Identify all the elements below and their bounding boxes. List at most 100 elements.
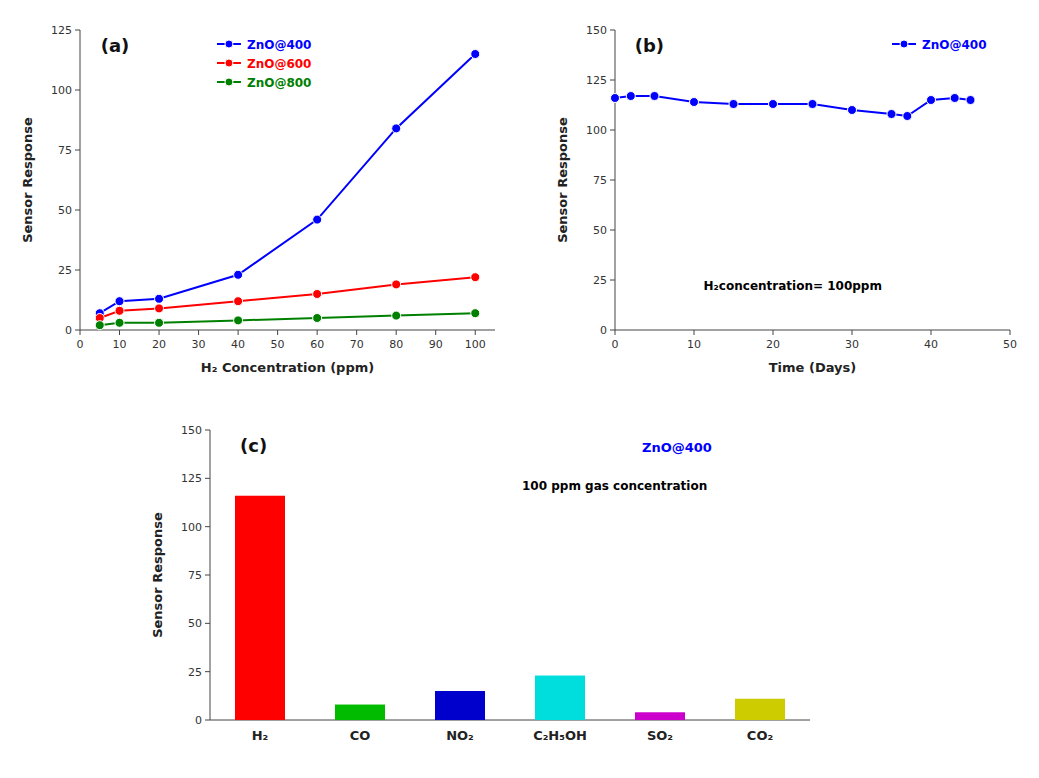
- annotation: 100 ppm gas concentration: [522, 479, 707, 493]
- y-tick: [205, 671, 210, 672]
- bar: [235, 496, 285, 720]
- y-tick-label: 25: [593, 274, 607, 287]
- x-tick-label: 90: [429, 338, 443, 351]
- x-tick-label: 30: [192, 338, 206, 351]
- y-tick-label: 50: [188, 617, 202, 630]
- series-point: [155, 294, 164, 303]
- y-tick: [610, 130, 615, 131]
- legend-entry: ZnO@400: [922, 38, 987, 52]
- panel-0: 0255075100125Sensor Response010203040506…: [20, 24, 495, 375]
- x-axis-line: [210, 720, 810, 721]
- x-tick-label: 0: [612, 338, 619, 351]
- y-tick: [610, 80, 615, 81]
- legend-marker: [225, 40, 233, 48]
- y-tick-label: 50: [58, 204, 72, 217]
- x-tick-label: 40: [231, 338, 245, 351]
- series-point: [903, 112, 912, 121]
- y-tick-label: 0: [195, 714, 202, 727]
- panel-title: (c): [240, 435, 267, 456]
- series-point: [392, 311, 401, 320]
- y-tick: [205, 575, 210, 576]
- y-tick-label: 125: [586, 74, 607, 87]
- series-point: [769, 100, 778, 109]
- y-tick: [75, 30, 80, 31]
- y-tick: [610, 330, 615, 331]
- x-tick-label: 40: [924, 338, 938, 351]
- series-point: [729, 100, 738, 109]
- x-tick-label: 20: [152, 338, 166, 351]
- y-tick-label: 25: [188, 666, 202, 679]
- y-tick: [610, 180, 615, 181]
- series-line: [615, 96, 971, 116]
- y-axis-label: Sensor Response: [555, 117, 570, 243]
- series-point: [234, 316, 243, 325]
- x-axis-line: [615, 330, 1010, 331]
- series-point: [471, 50, 480, 59]
- series-point: [611, 94, 620, 103]
- series-point: [471, 309, 480, 318]
- y-tick: [205, 623, 210, 624]
- series-point: [95, 321, 104, 330]
- legend-entry: ZnO@400: [247, 38, 312, 52]
- y-tick: [75, 90, 80, 91]
- series-point: [234, 270, 243, 279]
- x-tick: [931, 330, 932, 335]
- y-tick: [75, 330, 80, 331]
- x-tick: [159, 330, 160, 335]
- series-line: [100, 54, 475, 313]
- x-tick: [773, 330, 774, 335]
- x-tick: [475, 330, 476, 335]
- x-tick-label: CO₂: [747, 728, 773, 743]
- series-point: [155, 318, 164, 327]
- y-tick: [75, 150, 80, 151]
- y-tick: [75, 270, 80, 271]
- x-tick-label: 10: [687, 338, 701, 351]
- series-point: [950, 94, 959, 103]
- x-tick-label: 70: [350, 338, 364, 351]
- x-tick-label: 80: [389, 338, 403, 351]
- series-point: [115, 318, 124, 327]
- annotation: ZnO@400: [642, 440, 712, 455]
- x-tick: [119, 330, 120, 335]
- y-tick-label: 100: [51, 84, 72, 97]
- x-tick: [198, 330, 199, 335]
- x-tick-label: 60: [310, 338, 324, 351]
- x-tick: [80, 330, 81, 335]
- y-tick: [610, 230, 615, 231]
- series-point: [313, 215, 322, 224]
- series-point: [650, 92, 659, 101]
- x-tick: [435, 330, 436, 335]
- x-tick: [1010, 330, 1011, 335]
- y-tick: [205, 526, 210, 527]
- y-tick-label: 0: [65, 324, 72, 337]
- series-point: [115, 297, 124, 306]
- series-point: [392, 280, 401, 289]
- x-tick-label: 30: [845, 338, 859, 351]
- legend: ZnO@400 ZnO@600 ZnO@800: [217, 38, 312, 90]
- series-point: [626, 92, 635, 101]
- y-tick-label: 75: [58, 144, 72, 157]
- series-point: [808, 100, 817, 109]
- y-axis-line: [80, 30, 81, 330]
- series-point: [155, 304, 164, 313]
- x-tick: [615, 330, 616, 335]
- series-point: [234, 297, 243, 306]
- series-point: [115, 306, 124, 315]
- legend-entry: ZnO@600: [247, 57, 312, 71]
- bar: [535, 676, 585, 720]
- y-axis-label: Sensor Response: [20, 117, 35, 243]
- y-tick-label: 75: [188, 569, 202, 582]
- y-tick-label: 25: [58, 264, 72, 277]
- legend-marker: [225, 78, 233, 86]
- series-point: [966, 96, 975, 105]
- x-tick: [277, 330, 278, 335]
- legend-entry: ZnO@800: [247, 76, 312, 90]
- x-tick-label: 100: [465, 338, 486, 351]
- x-tick: [317, 330, 318, 335]
- y-tick-label: 50: [593, 224, 607, 237]
- x-tick-label: 0: [77, 338, 84, 351]
- series-point: [471, 273, 480, 282]
- x-tick: [694, 330, 695, 335]
- y-tick: [75, 210, 80, 211]
- panel-title: (b): [635, 35, 664, 56]
